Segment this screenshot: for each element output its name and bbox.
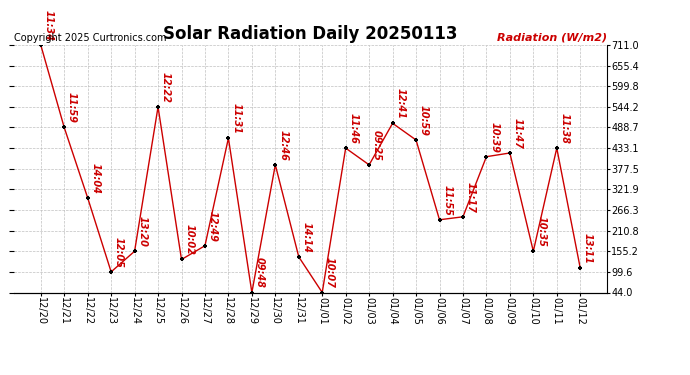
Point [270,162,281,168]
Point [411,137,422,143]
Point [293,254,304,260]
Text: 11:38: 11:38 [560,113,569,144]
Text: 11:55: 11:55 [442,185,452,216]
Text: 11:31: 11:31 [231,103,241,134]
Text: 13:20: 13:20 [137,216,148,247]
Text: 12:22: 12:22 [161,72,171,103]
Point [575,265,586,271]
Text: 13:11: 13:11 [583,233,593,264]
Text: 12:49: 12:49 [208,211,218,242]
Point [35,42,46,48]
Point [317,290,328,296]
Point [551,145,562,151]
Point [129,248,140,254]
Text: 11:59: 11:59 [67,93,77,123]
Text: Radiation (W/m2): Radiation (W/m2) [497,33,607,42]
Point [528,248,539,254]
Point [199,243,210,249]
Point [340,145,351,151]
Point [246,290,257,296]
Point [481,154,492,160]
Text: Copyright 2025 Curtronics.com: Copyright 2025 Curtronics.com [14,33,166,42]
Point [457,214,469,220]
Text: 11:47: 11:47 [513,118,522,149]
Text: 10:59: 10:59 [419,105,428,136]
Point [387,120,398,126]
Text: 12:46: 12:46 [278,130,288,160]
Point [504,150,515,156]
Text: 10:07: 10:07 [325,258,335,288]
Text: 10:02: 10:02 [184,224,195,255]
Title: Solar Radiation Daily 20250113: Solar Radiation Daily 20250113 [164,26,457,44]
Point [434,217,445,223]
Point [364,162,375,168]
Text: 14:14: 14:14 [302,222,312,253]
Text: 09:25: 09:25 [372,130,382,160]
Point [106,269,117,275]
Point [152,104,164,110]
Text: 10:39: 10:39 [489,122,499,153]
Text: 10:35: 10:35 [536,216,546,247]
Text: 11:17: 11:17 [466,182,475,213]
Point [82,195,93,201]
Text: 12:41: 12:41 [395,88,405,119]
Point [59,124,70,130]
Text: 11:46: 11:46 [348,113,359,144]
Text: 11:34: 11:34 [43,10,54,41]
Text: 14:04: 14:04 [90,163,101,194]
Text: 12:05: 12:05 [114,237,124,268]
Point [223,135,234,141]
Text: 09:48: 09:48 [255,258,265,288]
Point [176,256,187,262]
